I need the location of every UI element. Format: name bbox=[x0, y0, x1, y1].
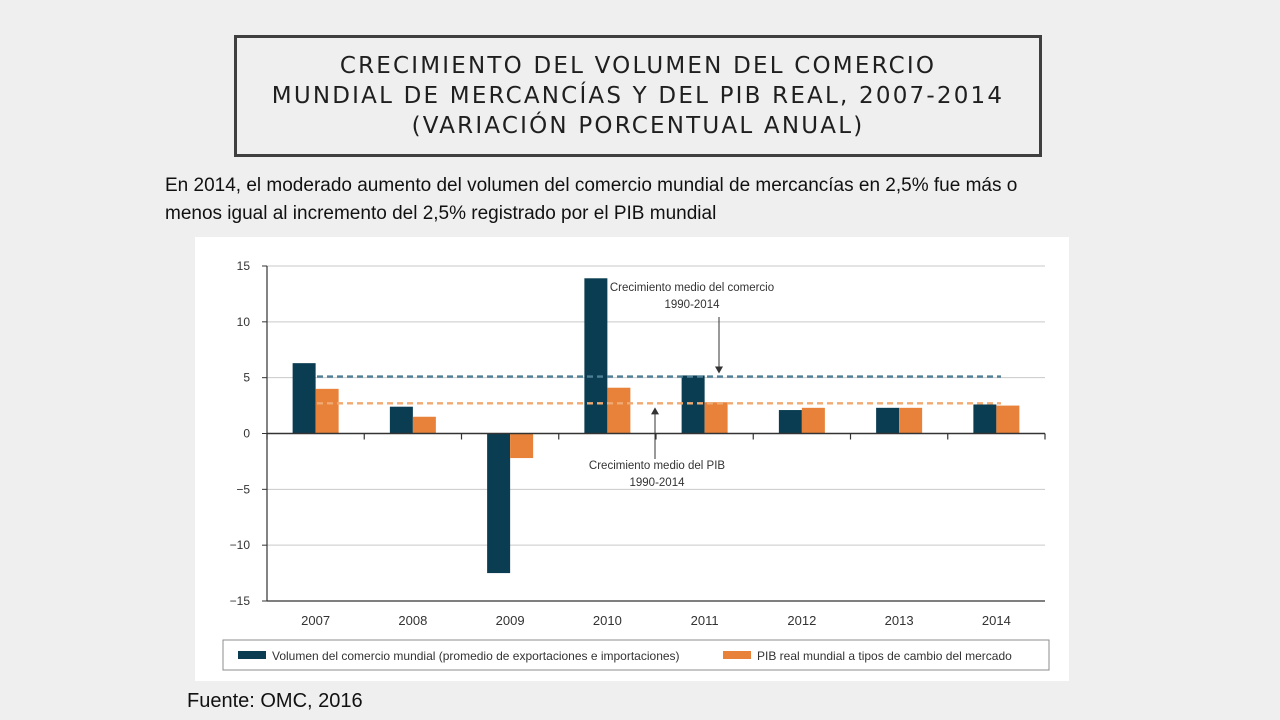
bar-chart: 15 10 5 0 −5 −10 −15 2007 2008 2009 2010 2011 2012 20… bbox=[222, 259, 1050, 671]
x-tick-label: 2013 bbox=[885, 613, 914, 628]
x-tick-label: 2014 bbox=[982, 613, 1011, 628]
x-tick-label: 2007 bbox=[301, 613, 330, 628]
legend-swatch-trade bbox=[238, 651, 266, 659]
legend-box bbox=[222, 639, 1050, 671]
y-tick-label: −15 bbox=[230, 594, 251, 608]
bar-trade-2013 bbox=[876, 407, 900, 434]
bar-gdp-2010 bbox=[607, 387, 631, 434]
x-tick-label: 2008 bbox=[398, 613, 427, 628]
bar-gdp-2009 bbox=[510, 433, 534, 459]
bar-gdp-2011 bbox=[704, 402, 728, 434]
y-tick-label: 5 bbox=[243, 371, 250, 385]
y-tick-label: 0 bbox=[243, 427, 250, 441]
bar-gdp-2012 bbox=[801, 407, 825, 434]
bar-trade-2009 bbox=[487, 433, 511, 574]
bar-trade-2010 bbox=[584, 278, 608, 434]
annotation-gdp-arrowhead bbox=[651, 407, 659, 415]
source-note: Fuente: OMC, 2016 bbox=[187, 690, 363, 712]
subtitle-line-2: menos igual al incremento del 2,5% regis… bbox=[165, 203, 717, 224]
title-box: CRECIMIENTO DEL VOLUMEN DEL COMERCIO MUN… bbox=[234, 35, 1042, 157]
bar-trade-2014 bbox=[973, 404, 997, 434]
x-tick-label: 2010 bbox=[593, 613, 622, 628]
title-line-2: MUNDIAL DE MERCANCÍAS Y DEL PIB REAL, 20… bbox=[271, 83, 1005, 109]
annotation-gdp-line-2: 1990-2014 bbox=[630, 477, 686, 489]
y-tick-label: −5 bbox=[236, 482, 250, 496]
legend-swatch-gdp bbox=[723, 651, 751, 659]
annotation-trade-line-2: 1990-2014 bbox=[665, 299, 721, 311]
bar-trade-2007 bbox=[292, 363, 316, 434]
bar-gdp-2007 bbox=[315, 388, 339, 434]
title-line-1: CRECIMIENTO DEL VOLUMEN DEL COMERCIO bbox=[339, 53, 937, 79]
subtitle: En 2014, el moderado aumento del volumen… bbox=[165, 172, 1165, 228]
x-tick-label: 2009 bbox=[496, 613, 525, 628]
annotation-trade-arrowhead bbox=[715, 366, 723, 374]
title-line-3: (VARIACIÓN PORCENTUAL ANUAL) bbox=[411, 113, 865, 139]
legend-label-gdp: PIB real mundial a tipos de cambio del m… bbox=[757, 649, 1012, 663]
x-tick-label: 2012 bbox=[787, 613, 816, 628]
bar-trade-2011 bbox=[681, 375, 705, 434]
subtitle-line-1: En 2014, el moderado aumento del volumen… bbox=[165, 175, 1018, 196]
bar-trade-2012 bbox=[778, 410, 802, 434]
bar-gdp-2008 bbox=[412, 416, 436, 434]
bar-gdp-2014 bbox=[996, 405, 1020, 434]
bar-gdp-2013 bbox=[899, 407, 923, 434]
y-tick-label: 15 bbox=[237, 259, 251, 273]
annotation-gdp-line-1: Crecimiento medio del PIB bbox=[589, 460, 725, 472]
legend-label-trade: Volumen del comercio mundial (promedio d… bbox=[272, 649, 680, 663]
bar-trade-2008 bbox=[389, 406, 413, 434]
y-tick-label: −10 bbox=[230, 538, 251, 552]
y-tick-label: 10 bbox=[237, 315, 251, 329]
x-tick-label: 2011 bbox=[691, 613, 719, 628]
chart-panel: 15 10 5 0 −5 −10 −15 2007 2008 2009 2010 2011 2012 20… bbox=[195, 237, 1069, 681]
annotation-trade-line-1: Crecimiento medio del comercio bbox=[610, 282, 774, 294]
